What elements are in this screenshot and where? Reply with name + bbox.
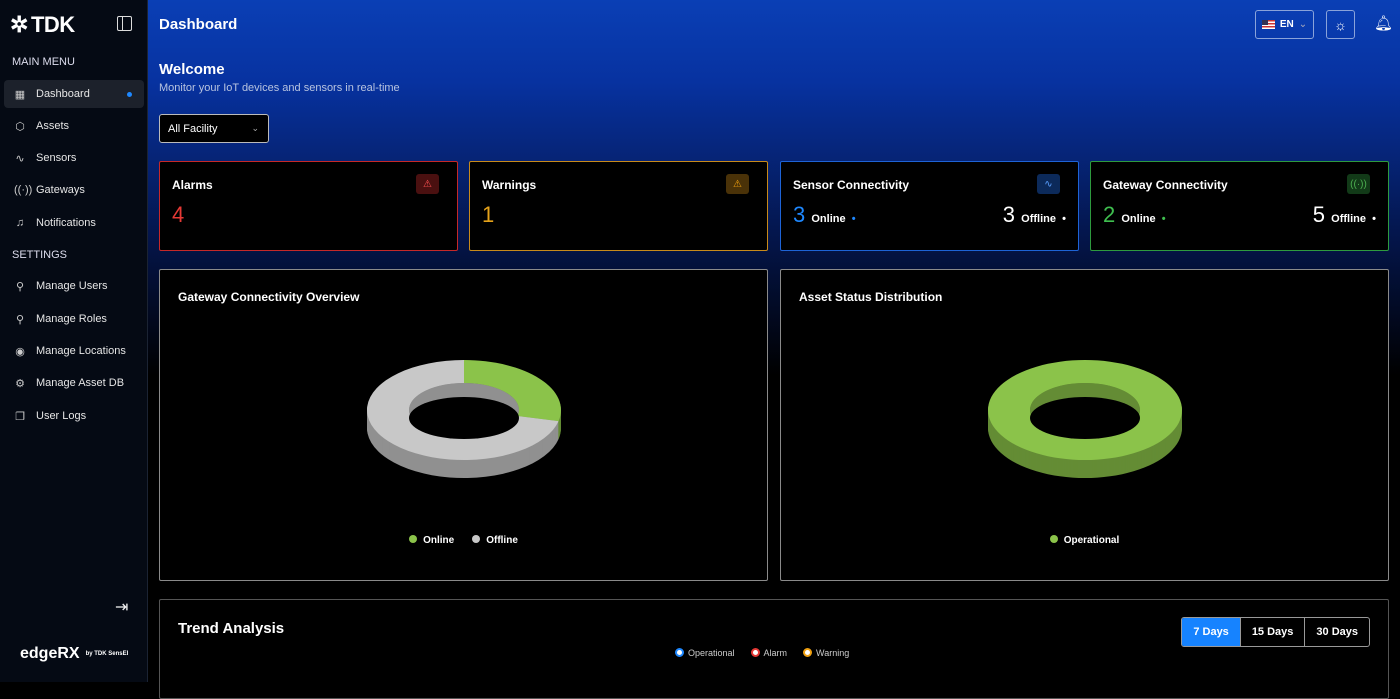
slice-online[interactable] <box>464 360 561 422</box>
bell-icon: ♫ <box>15 217 25 229</box>
card-title: Warnings <box>482 178 537 192</box>
trend-title: Trend Analysis <box>178 620 285 637</box>
warning-triangle-icon: ⚠ <box>726 174 749 194</box>
legend-item-offline[interactable]: Offline <box>472 535 518 546</box>
main-content: Dashboard EN ⌄ ☼ 🔔︎ Welcome Monitor your … <box>148 0 1400 699</box>
edgerx-logo: edgeRX by TDK SensEI <box>20 645 129 662</box>
card-title: Alarms <box>172 178 213 192</box>
facility-select[interactable]: All Facility ⌄ <box>159 114 269 143</box>
legend-alarm[interactable]: Alarm <box>750 648 787 658</box>
notifications-bell-icon[interactable]: 🔔︎ <box>1374 15 1394 32</box>
alarms-card[interactable]: Alarms ⚠ 4 <box>159 161 458 251</box>
legend-item-online[interactable]: Online <box>409 535 454 546</box>
trend-analysis-panel: Trend Analysis 7 Days 15 Days 30 Days Op… <box>159 599 1389 699</box>
main-menu-heading: MAIN MENU <box>12 56 75 68</box>
tdk-emblem-icon: ✲ <box>10 12 28 37</box>
active-dot <box>127 91 132 97</box>
card-title: Sensor Connectivity <box>793 178 910 192</box>
legend-operational[interactable]: Operational <box>675 648 735 658</box>
sensor-offline-count: 3 <box>1002 202 1016 227</box>
settings-heading: SETTINGS <box>12 249 68 261</box>
chart-title: Asset Status Distribution <box>799 290 943 304</box>
legend-swatch <box>472 535 481 543</box>
warnings-card[interactable]: Warnings ⚠ 1 <box>469 161 768 251</box>
chevron-down-icon: ⌄ <box>1298 19 1308 30</box>
language-selector[interactable]: EN ⌄ <box>1255 10 1314 39</box>
sidebar-item-manage-users[interactable]: ⚲ Manage Users <box>15 280 108 293</box>
sidebar-item-manage-asset-db[interactable]: ⚙ Manage Asset DB <box>15 377 125 390</box>
grid-icon: ▦ <box>14 88 26 101</box>
range-15-days-button[interactable]: 15 Days <box>1239 618 1305 646</box>
legend-swatch <box>409 535 418 543</box>
gateway-connectivity-chart: Gateway Connectivity Overview Online Offl… <box>159 269 768 581</box>
asset-status-chart: Asset Status Distribution Operational <box>780 269 1389 581</box>
activity-icon: ∿ <box>1037 174 1060 194</box>
warnings-count: 1 <box>482 202 495 227</box>
donut-hole <box>1030 397 1140 439</box>
gateway-online-count: 2 <box>1103 202 1116 227</box>
sun-icon: ☼ <box>1334 16 1347 33</box>
sidebar-item-assets[interactable]: ⬡ Assets <box>15 120 70 133</box>
legend-warning[interactable]: Warning <box>803 648 849 658</box>
online-label: Online <box>811 213 846 225</box>
gateway-connectivity-card[interactable]: Gateway Connectivity ((·)) 2 Online • 5 … <box>1090 161 1389 251</box>
user-icon: ⚲ <box>15 280 25 293</box>
chart-title: Gateway Connectivity Overview <box>178 290 360 304</box>
alert-triangle-icon: ⚠ <box>416 174 439 194</box>
donut-chart <box>987 360 1182 478</box>
sidebar-item-sensors[interactable]: ∿ Sensors <box>15 152 77 165</box>
gateway-offline-count: 5 <box>1312 202 1326 227</box>
sidebar-item-dashboard[interactable]: ▦ Dashboard <box>4 80 144 108</box>
radio-icon: ((·)) <box>1347 174 1370 194</box>
donut-chart <box>366 360 561 478</box>
offline-label: Offline <box>1331 213 1367 225</box>
alarms-count: 4 <box>172 202 185 227</box>
radio-icon: ((·)) <box>14 184 33 196</box>
sidebar: ✲ TDK MAIN MENU ▦ Dashboard ⬡ Assets ∿ Senso… <box>0 0 148 682</box>
sensor-connectivity-card[interactable]: Sensor Connectivity ∿ 3 Online • 3 Offli… <box>780 161 1079 251</box>
card-title: Gateway Connectivity <box>1103 178 1228 192</box>
chart-legend: Online Offline <box>160 535 767 546</box>
offline-label: Offline <box>1021 213 1057 225</box>
range-7-days-button[interactable]: 7 Days <box>1182 618 1240 646</box>
chart-legend: Operational <box>781 535 1388 546</box>
tdk-logo[interactable]: ✲ TDK <box>10 12 75 37</box>
legend-swatch <box>1049 535 1058 543</box>
slice-operational[interactable] <box>987 360 1182 460</box>
copy-icon: ❐ <box>15 410 25 423</box>
chevron-down-icon: ⌄ <box>251 123 259 133</box>
welcome-title: Welcome <box>159 61 225 78</box>
sidebar-item-gateways[interactable]: ((·)) Gateways <box>14 184 85 196</box>
box-icon: ⬡ <box>15 120 25 133</box>
us-flag-icon <box>1261 20 1275 29</box>
range-toggle: 7 Days 15 Days 30 Days <box>1181 617 1370 647</box>
sensor-online-count: 3 <box>793 202 806 227</box>
range-30-days-button[interactable]: 30 Days <box>1304 618 1369 646</box>
legend-item-operational[interactable]: Operational <box>1049 535 1119 546</box>
map-pin-icon: ◉ <box>15 345 25 358</box>
page-title: Dashboard <box>159 16 238 33</box>
sidebar-item-notifications[interactable]: ♫ Notifications <box>15 217 96 229</box>
sidebar-item-manage-roles[interactable]: ⚲ Manage Roles <box>15 313 107 326</box>
sidebar-item-user-logs[interactable]: ❐ User Logs <box>15 410 87 423</box>
logout-icon[interactable]: ⇥ <box>115 599 129 616</box>
sidebar-item-manage-locations[interactable]: ◉ Manage Locations <box>15 345 126 358</box>
user-cog-icon: ⚲ <box>15 313 25 326</box>
online-label: Online <box>1121 213 1156 225</box>
database-icon: ⚙ <box>15 377 25 390</box>
slice-offline[interactable] <box>367 360 559 460</box>
theme-toggle-button[interactable]: ☼ <box>1326 10 1355 39</box>
welcome-subtitle: Monitor your IoT devices and sensors in … <box>159 82 400 94</box>
trend-legend: Operational Alarm Warning <box>675 648 849 658</box>
activity-icon: ∿ <box>15 152 25 165</box>
donut-hole <box>409 397 519 439</box>
sidebar-toggle-icon[interactable] <box>117 16 132 31</box>
